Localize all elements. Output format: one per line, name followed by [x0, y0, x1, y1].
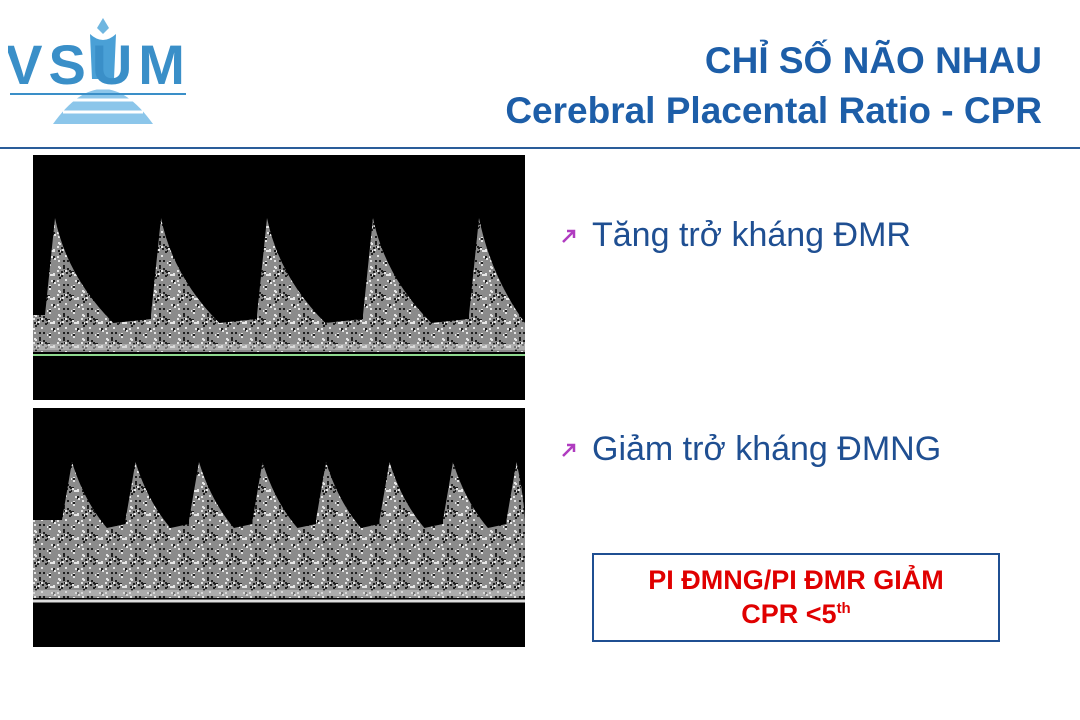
bullet-arrow — [562, 229, 576, 243]
conclusion-box: PI ĐMNG/PI ĐMR GIẢM CPR <5th — [592, 553, 1000, 642]
texture — [33, 462, 525, 598]
box-line: CPR <5th — [594, 597, 998, 631]
logo-lotus-top — [97, 18, 109, 34]
texture — [33, 590, 525, 596]
title: CHỈ SỐ NÃO NHAU — [704, 40, 1042, 81]
bullet-text: Giảm trở kháng ĐMNG — [592, 430, 942, 468]
logo-base — [53, 89, 153, 124]
header-rule — [0, 147, 1080, 149]
bullet: Tăng trở kháng ĐMR — [560, 216, 911, 255]
box-text: CPR <5 — [741, 599, 837, 629]
texture — [33, 344, 525, 350]
logo-lotus-body — [90, 34, 116, 79]
box-line: PI ĐMNG/PI ĐMR GIẢM — [648, 565, 944, 595]
box-superscript: th — [836, 600, 851, 617]
subtitle: Cerebral Placental Ratio - CPR — [505, 90, 1042, 131]
texture — [33, 218, 525, 352]
logo-text: VSUM — [8, 33, 191, 96]
bullet-text: Tăng trở kháng ĐMR — [592, 216, 911, 254]
bullet-arrow — [562, 443, 576, 457]
logo: VSUM — [8, 18, 191, 124]
bullet: Giảm trở kháng ĐMNG — [560, 430, 941, 469]
logo-stripes — [63, 86, 143, 114]
doppler-images — [33, 155, 525, 647]
